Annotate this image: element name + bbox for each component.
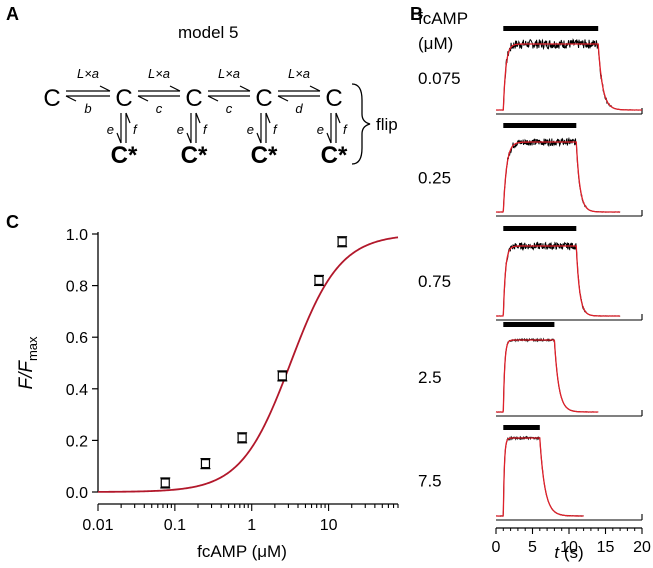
closed-state-1: C: [43, 85, 60, 112]
x-tick-label: 1: [247, 517, 256, 534]
closed-state-4: C: [255, 85, 272, 112]
x-tick-label: 0.1: [164, 517, 186, 534]
down-arrow-head-3: [256, 132, 262, 144]
backward-rate-label-2: c: [156, 101, 163, 116]
stimulus-bar: [503, 226, 577, 231]
forward-rate-label-2: L×a: [148, 66, 170, 81]
fit-trace: [496, 245, 621, 317]
backward-arrow-head-3: [207, 95, 219, 102]
rate-label-e-3: e: [247, 122, 254, 137]
y-axis-label: F/Fmax: [16, 336, 40, 390]
data-point: [337, 237, 347, 247]
fit-trace: [496, 339, 599, 413]
backward-rate-label-4: d: [295, 101, 303, 116]
closed-state-3: C: [185, 85, 202, 112]
y-tick-label: 0.2: [66, 433, 88, 450]
data-trace: [495, 38, 643, 111]
y-tick-label: 0.4: [66, 382, 88, 399]
kinetic-scheme: model 5 C CC*e fCC*e fCC*e fCC*e fL×abL×acL×a…: [43, 23, 397, 169]
forward-rate-label-4: L×a: [288, 66, 310, 81]
data-trace: [495, 337, 599, 413]
flip-brace: [351, 83, 371, 165]
flip-label: flip: [376, 115, 398, 134]
rate-label-e-2: e: [177, 122, 184, 137]
header-unit: (μM): [418, 34, 453, 53]
up-arrow-head-2: [195, 112, 201, 124]
rate-label-e-1: e: [107, 122, 114, 137]
data-point: [314, 275, 324, 286]
down-arrow-head-1: [116, 132, 122, 144]
fit-trace: [496, 437, 584, 517]
y-tick-label: 0.6: [66, 330, 88, 347]
down-arrow-head-4: [326, 132, 332, 144]
backward-arrow-head-2: [137, 95, 149, 102]
forward-rate-label-3: L×a: [218, 66, 240, 81]
open-state-4: C*: [321, 142, 348, 169]
fluorescence-traces: fcAMP (μM) 0.075 0.25 0.75 2.5 7.5 0 5 10 15 20 t (s…: [418, 9, 651, 562]
data-point: [200, 459, 211, 469]
open-state-2: C*: [181, 142, 208, 169]
forward-arrow-head-3: [239, 85, 251, 92]
forward-arrow-head-1: [99, 85, 111, 92]
time-axis-label: t (s): [554, 543, 583, 562]
concentration-label: 7.5: [418, 472, 442, 491]
open-state-3: C*: [251, 142, 278, 169]
header-label: fcAMP: [418, 9, 468, 28]
stimulus-bar: [503, 425, 540, 430]
data-point: [160, 478, 170, 488]
up-arrow-head-4: [335, 112, 341, 124]
down-arrow-head-2: [186, 132, 192, 144]
rate-label-f-4: f: [343, 122, 348, 137]
forward-rate-label-1: L×a: [77, 66, 99, 81]
closed-state-2: C: [115, 85, 132, 112]
closed-state-5: C: [325, 85, 342, 112]
concentration-label: 0.25: [418, 169, 451, 188]
concentration-label: 0.075: [418, 69, 461, 88]
backward-rate-label-3: c: [226, 101, 233, 116]
data-trace: [495, 435, 584, 517]
backward-rate-label-1: b: [84, 101, 91, 116]
forward-arrow-head-2: [169, 85, 181, 92]
fit-trace: [496, 141, 621, 213]
concentration-label: 2.5: [418, 368, 442, 387]
y-tick-label: 0.8: [66, 279, 88, 296]
dose-response-chart: 0.0 0.2 0.4 0.6 0.8 1.0 0.01 0.1 1 10 fcAMP (μM) F/…: [16, 227, 399, 561]
data-point: [237, 433, 247, 443]
forward-arrow-head-4: [309, 85, 321, 92]
rate-label-f-1: f: [133, 122, 138, 137]
rate-label-f-2: f: [203, 122, 208, 137]
rate-label-f-3: f: [273, 122, 278, 137]
stimulus-bar: [503, 322, 555, 327]
time-tick-label: 0: [492, 539, 501, 556]
data-trace: [495, 241, 621, 317]
stimulus-bar: [503, 123, 577, 128]
scheme-title: model 5: [178, 23, 238, 42]
x-tick-label: 10: [320, 517, 338, 534]
panel-label-a: A: [6, 4, 19, 24]
fit-curve: [98, 236, 399, 493]
concentration-label: 0.75: [418, 272, 451, 291]
up-arrow-head-1: [125, 112, 131, 124]
time-tick-label: 5: [528, 539, 537, 556]
time-tick-label: 20: [633, 539, 651, 556]
fit-trace: [496, 43, 642, 111]
data-point: [277, 371, 287, 381]
panel-label-b: B: [410, 4, 423, 24]
rate-label-e-4: e: [317, 122, 324, 137]
y-tick-label: 0.0: [66, 485, 88, 502]
time-tick-label: 15: [597, 539, 615, 556]
open-state-1: C*: [111, 142, 138, 169]
y-tick-label: 1.0: [66, 227, 88, 244]
backward-arrow-head-1: [65, 95, 77, 102]
stimulus-bar: [503, 26, 599, 31]
panel-label-c: C: [6, 212, 19, 232]
backward-arrow-head-4: [277, 95, 289, 102]
x-axis-label: fcAMP (μM): [197, 542, 287, 561]
up-arrow-head-3: [265, 112, 271, 124]
time-tick-label: 10: [560, 539, 578, 556]
data-trace: [495, 136, 621, 213]
x-tick-label: 0.01: [82, 517, 113, 534]
